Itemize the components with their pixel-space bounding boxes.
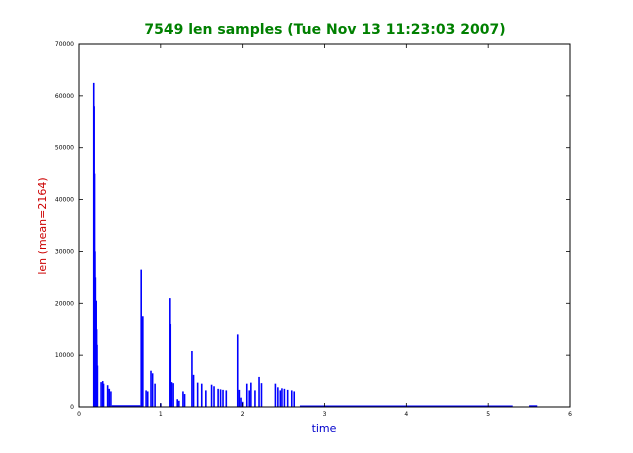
plot-frame xyxy=(78,43,571,408)
x-tick-label: 3 xyxy=(323,411,327,418)
y-tick-label: 70000 xyxy=(55,41,74,48)
series-layer xyxy=(92,82,538,407)
y-axis-label: len (mean=2164) xyxy=(36,177,49,274)
x-tick-label: 0 xyxy=(77,411,81,418)
y-tick-label: 60000 xyxy=(55,93,74,100)
x-tick-label: 2 xyxy=(241,411,245,418)
y-axis-ticks: 0 10000 20000 30000 40000 50000 60000 70000 xyxy=(55,41,570,411)
x-axis-label: time xyxy=(312,422,337,435)
y-tick-label: 30000 xyxy=(55,248,74,255)
y-tick-label: 40000 xyxy=(55,197,74,204)
y-tick-label: 10000 xyxy=(55,352,74,359)
y-tick-label: 0 xyxy=(70,404,74,411)
plot-area xyxy=(79,44,570,407)
x-tick-label: 6 xyxy=(568,411,572,418)
x-tick-label: 4 xyxy=(404,411,408,418)
x-tick-label: 5 xyxy=(486,411,490,418)
x-tick-label: 1 xyxy=(159,411,163,418)
x-axis-ticks: 0 1 2 3 4 5 6 xyxy=(77,44,572,418)
chart-title: 7549 len samples (Tue Nov 13 11:23:03 20… xyxy=(144,22,505,38)
y-tick-label: 50000 xyxy=(55,145,74,152)
y-tick-label: 20000 xyxy=(55,300,74,307)
